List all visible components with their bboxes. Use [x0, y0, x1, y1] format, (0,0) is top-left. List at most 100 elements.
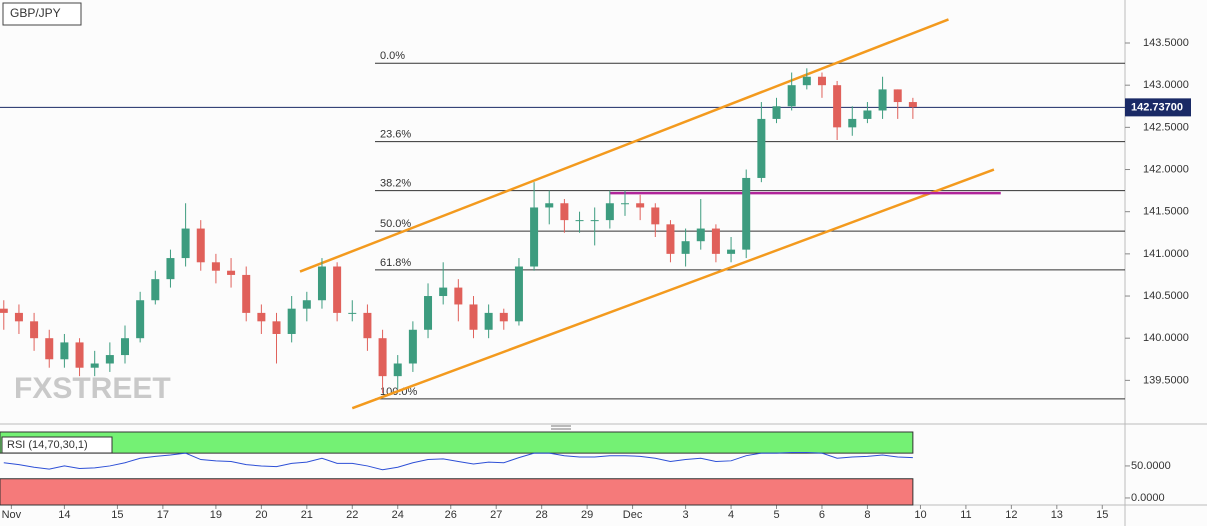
y-tick-label: 141.0000 — [1143, 248, 1189, 260]
x-tick-label: 26 — [445, 509, 457, 521]
candle — [817, 72, 826, 98]
candle-body — [75, 342, 84, 368]
candle — [848, 106, 857, 136]
candle-body — [696, 228, 705, 242]
candle-body — [333, 266, 342, 313]
trendline — [299, 18, 949, 273]
candle — [696, 199, 705, 250]
candle — [878, 76, 887, 119]
candle-body — [499, 312, 508, 322]
candle — [151, 270, 160, 305]
candle — [136, 291, 145, 343]
candle-body — [302, 300, 311, 309]
y-tick-label: 143.5000 — [1143, 37, 1189, 49]
pane-grip[interactable] — [551, 425, 571, 430]
y-tick-label: 140.5000 — [1143, 290, 1189, 302]
candle — [484, 304, 493, 339]
candle — [636, 194, 645, 221]
candle-body — [408, 329, 417, 364]
candle — [0, 300, 8, 330]
candle — [863, 102, 872, 124]
candle-body — [666, 224, 675, 254]
fib-label: 61.8% — [380, 257, 411, 269]
x-tick-label: 22 — [346, 509, 358, 521]
fib-label: 50.0% — [380, 218, 411, 230]
candle-body — [287, 308, 296, 334]
candle — [348, 300, 357, 322]
candle-body — [348, 312, 357, 314]
x-tick-label: Dec — [623, 509, 643, 521]
candle-body — [211, 262, 220, 271]
candle-body — [272, 321, 281, 334]
candle-body — [560, 203, 569, 221]
candle — [166, 249, 175, 288]
x-tick-label: 4 — [728, 509, 734, 521]
last-price-label: 142.73700 — [1131, 101, 1183, 113]
candle-body — [469, 304, 478, 330]
candle-body — [121, 338, 129, 356]
candle-body — [317, 266, 326, 301]
candle-body — [530, 207, 539, 267]
candle — [711, 224, 720, 263]
candle-body — [817, 76, 826, 86]
candle-body — [166, 258, 175, 280]
candle-body — [454, 287, 463, 305]
candle — [30, 312, 39, 351]
candle-body — [802, 76, 811, 86]
candle-body — [621, 203, 629, 205]
candle-body — [136, 300, 145, 339]
y-tick-label: 142.0000 — [1143, 163, 1189, 175]
candle-body — [227, 270, 236, 275]
x-tick-label: 21 — [301, 509, 313, 521]
candle — [651, 203, 660, 237]
candle-body — [651, 207, 660, 225]
candle-body — [439, 287, 448, 297]
oversold-zone — [0, 478, 914, 506]
indicator-box — [1, 436, 113, 454]
candle-body — [14, 312, 23, 322]
candle — [454, 279, 463, 322]
candle-body — [757, 118, 766, 178]
candle-body — [605, 203, 614, 221]
watermark: FXSTREET — [14, 372, 171, 405]
x-tick-label: 8 — [864, 509, 870, 521]
y-tick-label: 141.5000 — [1143, 206, 1189, 218]
candle-body — [0, 308, 8, 313]
y-tick-label: 139.5000 — [1143, 374, 1189, 386]
candle — [75, 338, 84, 377]
y-tick-label: 50.0000 — [1131, 460, 1171, 472]
candle — [105, 342, 114, 372]
y-tick-label: 142.5000 — [1143, 121, 1189, 133]
candle — [257, 304, 266, 334]
x-tick-label: 12 — [1005, 509, 1017, 521]
candle — [333, 262, 342, 322]
candle — [681, 228, 690, 267]
candle-body — [863, 110, 872, 119]
candle — [499, 308, 508, 330]
candle — [469, 296, 478, 339]
candle-body — [848, 118, 857, 128]
candle — [514, 258, 523, 326]
candle — [272, 312, 281, 364]
candle-body — [363, 312, 372, 339]
candle-body — [257, 312, 266, 322]
candle-body — [181, 228, 190, 259]
candle — [575, 211, 584, 233]
candle-body — [772, 106, 781, 119]
x-tick-label: 15 — [111, 509, 123, 521]
candle-body — [30, 321, 39, 339]
x-tick-label: 28 — [536, 509, 548, 521]
candle — [378, 329, 387, 394]
symbol-box[interactable] — [2, 2, 82, 26]
x-tick-label: 29 — [581, 509, 593, 521]
candle — [317, 258, 326, 309]
x-tick-label: 19 — [210, 509, 222, 521]
candle — [302, 291, 311, 322]
candle — [893, 89, 902, 119]
candle — [408, 321, 417, 372]
rsi-line — [3, 451, 913, 471]
candle — [833, 80, 842, 140]
candle-body — [787, 85, 796, 107]
x-tick-label: 15 — [1096, 509, 1108, 521]
